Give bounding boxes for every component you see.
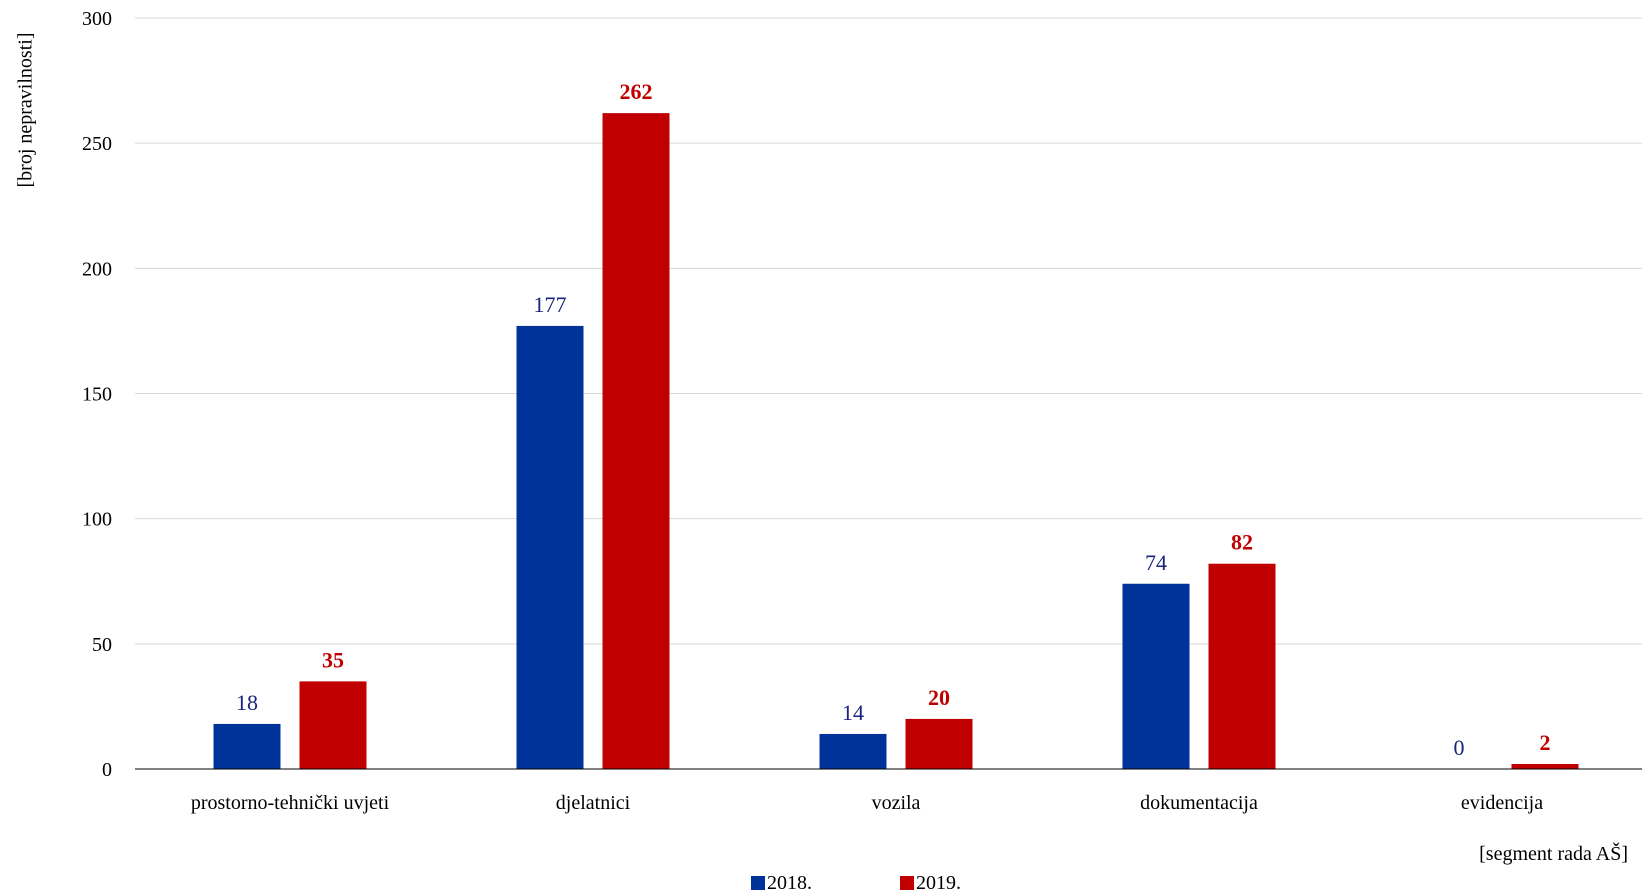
- y-tick-label: 0: [102, 759, 112, 781]
- data-label-2018: 0: [1454, 735, 1465, 760]
- bar-2019: [602, 113, 670, 770]
- data-label-2018: 14: [842, 700, 864, 725]
- legend-swatch-2018: [751, 876, 765, 890]
- data-label-2018: 18: [236, 690, 258, 715]
- bar-2018: [213, 723, 281, 769]
- data-label-2019: 2: [1540, 730, 1551, 755]
- x-category-label: dokumentacija: [1140, 792, 1258, 814]
- y-tick-label: 250: [82, 133, 112, 155]
- x-axis-title: [segment rada AŠ]: [1479, 841, 1628, 865]
- legend-swatch-2019: [900, 876, 914, 890]
- legend-label-2018: 2018.: [767, 872, 812, 894]
- bars: [213, 113, 1579, 770]
- y-tick-label: 200: [82, 258, 112, 280]
- bar-2019: [299, 681, 367, 769]
- data-label-2019: 262: [620, 79, 653, 104]
- bar-2019: [905, 718, 973, 769]
- data-label-2019: 35: [322, 647, 344, 672]
- y-axis-ticks: 0 50 100 150 200 250 300: [82, 8, 112, 781]
- x-category-label: djelatnici: [556, 792, 631, 814]
- legend: 2018. 2019.: [751, 872, 961, 894]
- data-label-2018: 74: [1145, 550, 1167, 575]
- x-axis-categories: prostorno-tehnički uvjeti djelatnici vozil…: [191, 792, 1543, 814]
- y-axis-title: [broj nepravilnosti]: [15, 33, 37, 188]
- data-labels: 18 35 177 262 14 20 74 82 0 2: [236, 79, 1551, 760]
- x-category-label: evidencija: [1461, 792, 1543, 814]
- bar-2019: [1511, 763, 1579, 769]
- bar-2018: [819, 733, 887, 769]
- y-tick-label: 100: [82, 509, 112, 531]
- data-label-2019: 82: [1231, 530, 1253, 555]
- legend-label-2019: 2019.: [916, 872, 961, 894]
- bar-2018: [1122, 583, 1190, 769]
- bar-2018: [516, 325, 584, 769]
- data-label-2019: 20: [928, 685, 950, 710]
- data-label-2018: 177: [534, 292, 567, 317]
- y-tick-label: 150: [82, 384, 112, 406]
- x-category-label: vozila: [872, 792, 921, 814]
- bar-2019: [1208, 563, 1276, 769]
- y-tick-label: 300: [82, 8, 112, 30]
- x-category-label: prostorno-tehnički uvjeti: [191, 792, 390, 814]
- gridlines: [135, 17, 1642, 645]
- y-tick-label: 50: [92, 634, 112, 656]
